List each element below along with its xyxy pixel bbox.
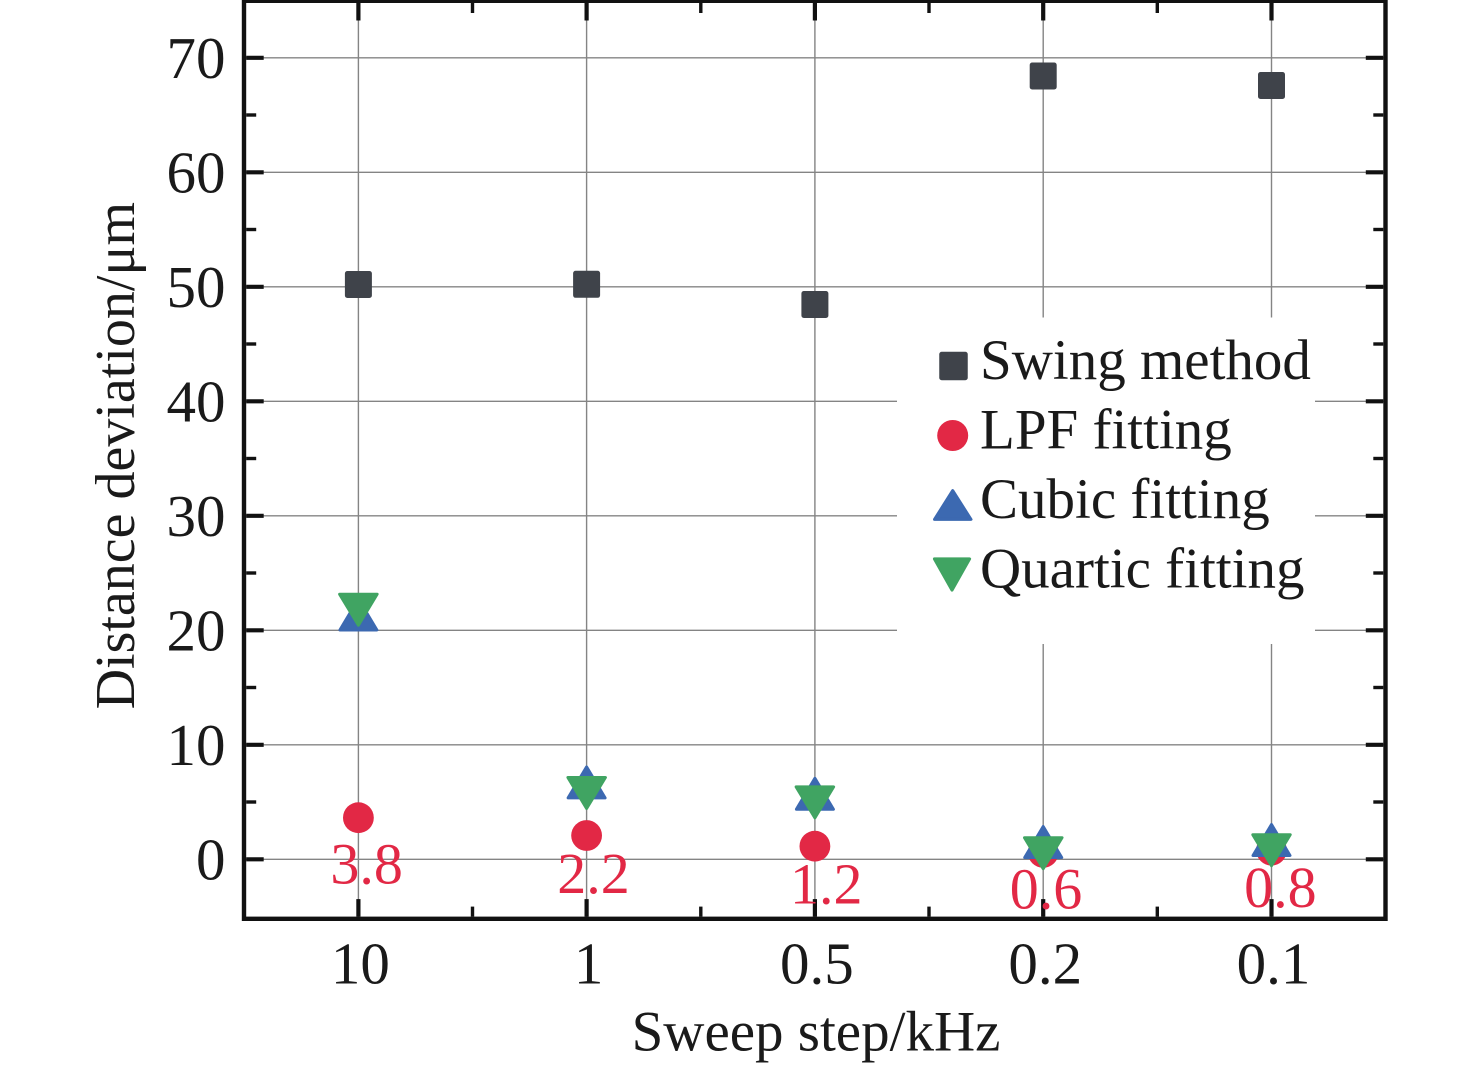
svg-text:10: 10	[331, 931, 390, 997]
svg-text:0.2: 0.2	[1008, 931, 1082, 997]
svg-text:1: 1	[574, 931, 604, 997]
svg-text:30: 30	[167, 483, 226, 549]
svg-text:Cubic fitting: Cubic fitting	[980, 468, 1270, 531]
svg-text:40: 40	[167, 369, 226, 435]
svg-text:1.2: 1.2	[790, 852, 863, 917]
svg-text:10: 10	[167, 712, 226, 778]
svg-text:Sweep step/kHz: Sweep step/kHz	[632, 1001, 1001, 1064]
svg-text:50: 50	[167, 254, 226, 320]
svg-text:Quartic fitting: Quartic fitting	[980, 538, 1305, 601]
svg-text:3.8: 3.8	[330, 832, 403, 897]
svg-text:0.8: 0.8	[1244, 855, 1317, 920]
svg-text:Distance deviation/μm: Distance deviation/μm	[85, 202, 147, 709]
svg-text:Swing method: Swing method	[980, 329, 1311, 392]
svg-text:LPF fitting: LPF fitting	[980, 399, 1232, 462]
svg-text:60: 60	[167, 140, 226, 206]
svg-text:0.5: 0.5	[780, 931, 854, 997]
svg-text:2.2: 2.2	[557, 841, 630, 906]
svg-text:0: 0	[196, 827, 226, 893]
svg-text:0.1: 0.1	[1237, 931, 1311, 997]
svg-text:0.6: 0.6	[1010, 856, 1083, 921]
svg-text:70: 70	[167, 25, 226, 91]
svg-text:20: 20	[167, 598, 226, 664]
